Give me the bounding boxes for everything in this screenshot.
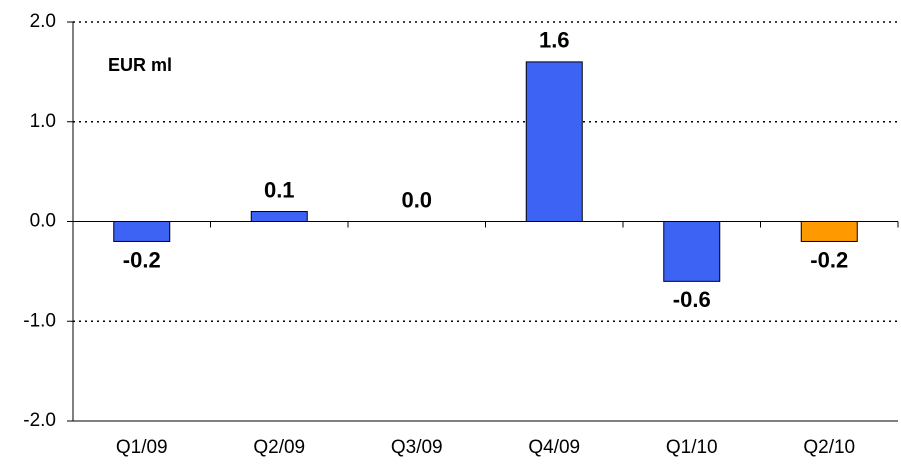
bar (250, 211, 308, 222)
value-label: -0.6 (673, 287, 711, 312)
y-tick-label: 1.0 (30, 111, 56, 132)
x-tick-label: Q1/09 (116, 437, 168, 458)
y-tick-label: 2.0 (30, 11, 56, 32)
bar (525, 61, 583, 223)
y-tick-label: 0.0 (30, 211, 56, 232)
x-tick-label: Q4/09 (528, 437, 580, 458)
x-tick-label: Q3/09 (391, 437, 443, 458)
unit-annotation: EUR ml (108, 55, 172, 75)
value-label: -0.2 (123, 247, 161, 272)
value-label: -0.2 (810, 247, 848, 272)
value-label: 1.6 (539, 28, 570, 53)
x-tick-label: Q2/09 (253, 437, 305, 458)
y-tick-label: -1.0 (23, 310, 56, 331)
x-tick-label: Q2/10 (803, 437, 855, 458)
bar (800, 221, 858, 242)
x-tick-label: Q1/10 (666, 437, 718, 458)
value-label: 0.1 (264, 177, 295, 202)
y-tick-label: -2.0 (23, 410, 56, 431)
bar (113, 221, 171, 242)
value-label: 0.0 (401, 187, 432, 212)
bar (663, 221, 721, 282)
